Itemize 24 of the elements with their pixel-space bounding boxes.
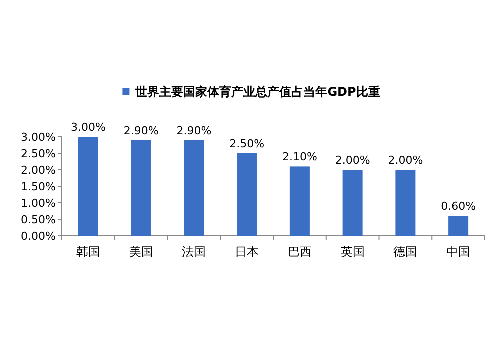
text: 2.00% [335,154,370,167]
text: 2.90% [176,124,212,138]
y-tick-label: 1.00% [21,197,56,210]
y-tick-label: 0.00% [21,230,56,243]
x-tick-label: 巴西 [288,245,312,259]
text: 2.10% [282,150,318,164]
y-tick-label: 2.00% [21,164,56,177]
text: 3.00% [70,121,106,134]
legend-label: 世界主要国家体育产业总产值占当年GDP比重 [134,85,380,99]
text: 2.90% [124,124,159,138]
x-tick-label: 日本 [235,245,260,259]
x-tick-label: 德国 [394,245,418,259]
x-tick-label: 美国 [129,245,154,259]
y-tick-label: 2.50% [21,148,56,160]
text: 2.00% [388,154,424,167]
y-tick-label: 1.50% [21,180,56,194]
y-tick-label: 3.00% [21,131,56,144]
x-tick-label: 法国 [182,245,206,259]
y-tick-label: 0.50% [21,214,56,226]
x-tick-label: 韩国 [76,245,100,259]
x-tick-label: 英国 [340,245,365,259]
text: 2.50% [230,138,265,150]
text: 0.60% [441,200,476,214]
x-tick-label: 中国 [446,245,471,259]
